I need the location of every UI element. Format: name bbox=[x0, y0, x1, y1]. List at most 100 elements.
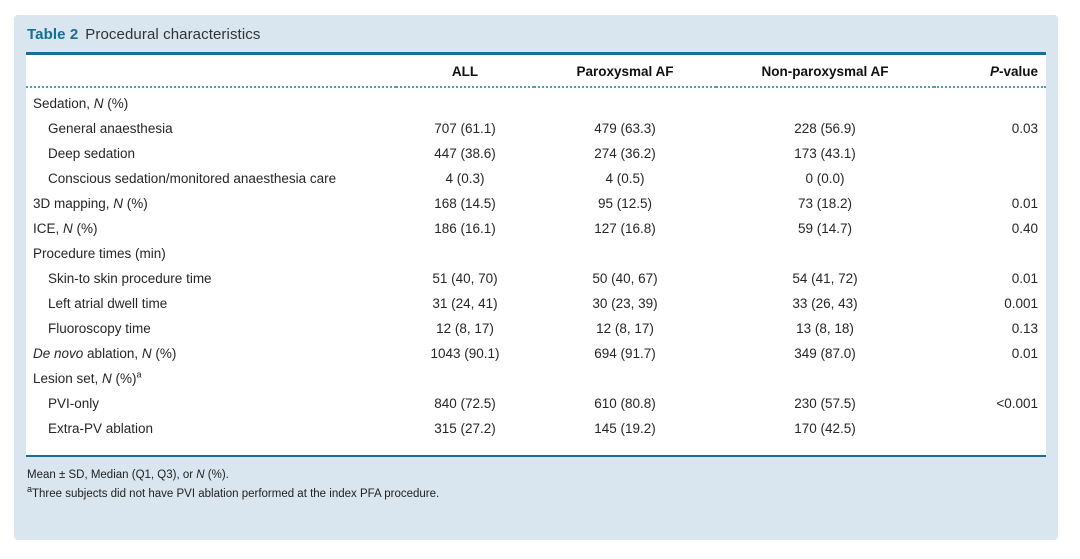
cell-paroxysmal-af: 127 (16.8) bbox=[594, 221, 656, 236]
cell-paroxysmal-af: 694 (91.7) bbox=[594, 346, 656, 361]
cell-all: 4 (0.3) bbox=[445, 171, 485, 186]
row-label: Sedation, N (%) bbox=[33, 96, 129, 111]
table-row: Conscious sedation/monitored anaesthesia… bbox=[26, 166, 1046, 191]
footnotes: Mean ± SD, Median (Q1, Q3), or N (%). aTh… bbox=[14, 457, 1058, 504]
procedural-characteristics-table: ALL Paroxysmal AF Non-paroxysmal AF P-va… bbox=[26, 55, 1046, 441]
cell-non-paroxysmal-af bbox=[716, 241, 934, 266]
cell-p-value: 0.01 bbox=[1011, 196, 1038, 211]
row-label: Conscious sedation/monitored anaesthesia… bbox=[48, 171, 337, 186]
cell-p-value bbox=[934, 87, 1046, 116]
cell-all: 31 (24, 41) bbox=[432, 296, 498, 311]
cell-non-paroxysmal-af: 73 (18.2) bbox=[797, 196, 853, 211]
table-number: Table 2 bbox=[27, 26, 79, 43]
cell-p-value bbox=[934, 366, 1046, 391]
cell-p-value: 0.03 bbox=[1011, 121, 1038, 136]
table-row: General anaesthesia 707 (61.1) 479 (63.3) 2… bbox=[26, 116, 1046, 141]
cell-paroxysmal-af: 30 (23, 39) bbox=[592, 296, 658, 311]
table-row: Extra-PV ablation 315 (27.2) 145 (19.2) 170… bbox=[26, 416, 1046, 441]
row-label: Procedure times (min) bbox=[33, 246, 166, 261]
cell-paroxysmal-af: 479 (63.3) bbox=[594, 121, 656, 136]
cell-non-paroxysmal-af: 13 (8, 18) bbox=[796, 321, 854, 336]
cell-paroxysmal-af: 610 (80.8) bbox=[594, 396, 656, 411]
table-row: Deep sedation 447 (38.6) 274 (36.2) 173 (43… bbox=[26, 141, 1046, 166]
cell-all: 12 (8, 17) bbox=[436, 321, 494, 336]
row-label: PVI-only bbox=[48, 396, 100, 411]
row-label: General anaesthesia bbox=[48, 121, 173, 136]
column-header-empty bbox=[26, 55, 396, 88]
column-header-all: ALL bbox=[396, 55, 534, 88]
cell-non-paroxysmal-af: 59 (14.7) bbox=[797, 221, 853, 236]
cell-p-value: 0.13 bbox=[1011, 321, 1038, 336]
header-row: ALL Paroxysmal AF Non-paroxysmal AF P-va… bbox=[26, 55, 1046, 88]
cell-non-paroxysmal-af: 228 (56.9) bbox=[794, 121, 856, 136]
cell-p-value bbox=[934, 416, 1046, 441]
cell-all bbox=[396, 241, 534, 266]
cell-non-paroxysmal-af bbox=[716, 366, 934, 391]
cell-paroxysmal-af: 50 (40, 67) bbox=[592, 271, 658, 286]
cell-p-value bbox=[934, 166, 1046, 191]
cell-non-paroxysmal-af: 173 (43.1) bbox=[794, 146, 856, 161]
cell-p-value: <0.001 bbox=[996, 396, 1038, 411]
cell-p-value: 0.001 bbox=[1004, 296, 1038, 311]
row-label: 3D mapping, N (%) bbox=[33, 196, 148, 211]
row-label: Fluoroscopy time bbox=[48, 321, 151, 336]
row-label: ICE, N (%) bbox=[33, 221, 98, 236]
cell-all: 186 (16.1) bbox=[434, 221, 496, 236]
table-body-panel: ALL Paroxysmal AF Non-paroxysmal AF P-va… bbox=[26, 52, 1046, 457]
table-row: Lesion set, N (%)a bbox=[26, 366, 1046, 391]
cell-paroxysmal-af: 145 (19.2) bbox=[594, 421, 656, 436]
table-row: Procedure times (min) bbox=[26, 241, 1046, 266]
cell-non-paroxysmal-af bbox=[716, 87, 934, 116]
cell-p-value: 0.40 bbox=[1011, 221, 1038, 236]
cell-p-value: 0.01 bbox=[1011, 271, 1038, 286]
table-row: PVI-only 840 (72.5) 610 (80.8) 230 (57.5) <0… bbox=[26, 391, 1046, 416]
cell-all bbox=[396, 366, 534, 391]
row-label: Skin-to skin procedure time bbox=[48, 271, 212, 286]
cell-paroxysmal-af: 4 (0.5) bbox=[605, 171, 645, 186]
cell-all: 51 (40, 70) bbox=[432, 271, 498, 286]
table-title: Table 2 Procedural characteristics bbox=[14, 15, 1058, 52]
table-row: Skin-to skin procedure time 51 (40, 70) 50… bbox=[26, 266, 1046, 291]
cell-paroxysmal-af: 12 (8, 17) bbox=[596, 321, 654, 336]
footnote: aThree subjects did not have PVI ablatio… bbox=[27, 484, 440, 500]
cell-all: 1043 (90.1) bbox=[430, 346, 500, 361]
column-header-p-value: P-value bbox=[934, 55, 1046, 88]
cell-p-value bbox=[934, 141, 1046, 166]
cell-all: 315 (27.2) bbox=[434, 421, 496, 436]
table-row: Fluoroscopy time 12 (8, 17) 12 (8, 17) 13 (… bbox=[26, 316, 1046, 341]
cell-paroxysmal-af bbox=[534, 241, 716, 266]
column-header-non-paroxysmal-af: Non-paroxysmal AF bbox=[716, 55, 934, 88]
cell-non-paroxysmal-af: 349 (87.0) bbox=[794, 346, 856, 361]
cell-paroxysmal-af: 95 (12.5) bbox=[597, 196, 653, 211]
row-label: Lesion set, N (%)a bbox=[33, 369, 142, 386]
cell-non-paroxysmal-af: 54 (41, 72) bbox=[792, 271, 858, 286]
cell-p-value bbox=[934, 241, 1046, 266]
cell-all: 168 (14.5) bbox=[434, 196, 496, 211]
cell-non-paroxysmal-af: 170 (42.5) bbox=[794, 421, 856, 436]
table-row: ICE, N (%) 186 (16.1) 127 (16.8) 59 (14.7) 0… bbox=[26, 216, 1046, 241]
cell-non-paroxysmal-af: 230 (57.5) bbox=[794, 396, 856, 411]
row-label: Left atrial dwell time bbox=[48, 296, 168, 311]
cell-paroxysmal-af bbox=[534, 87, 716, 116]
cell-paroxysmal-af bbox=[534, 366, 716, 391]
column-header-paroxysmal-af: Paroxysmal AF bbox=[534, 55, 716, 88]
cell-non-paroxysmal-af: 33 (26, 43) bbox=[792, 296, 858, 311]
table-row: Sedation, N (%) bbox=[26, 87, 1046, 116]
table-row: 3D mapping, N (%) 168 (14.5) 95 (12.5) 73 (… bbox=[26, 191, 1046, 216]
footnote: Mean ± SD, Median (Q1, Q3), or N (%). bbox=[27, 469, 229, 481]
table-body: Sedation, N (%) General anaesthesia 707 (6… bbox=[26, 87, 1046, 441]
cell-paroxysmal-af: 274 (36.2) bbox=[594, 146, 656, 161]
table-card: Table 2 Procedural characteristics ALL Pa… bbox=[14, 15, 1058, 540]
cell-all: 840 (72.5) bbox=[434, 396, 496, 411]
cell-non-paroxysmal-af: 0 (0.0) bbox=[805, 171, 845, 186]
row-label: De novo ablation, N (%) bbox=[33, 346, 177, 361]
table-row: De novo ablation, N (%) 1043 (90.1) 694 (9… bbox=[26, 341, 1046, 366]
row-label: Extra-PV ablation bbox=[48, 421, 154, 436]
table-row: Left atrial dwell time 31 (24, 41) 30 (23,… bbox=[26, 291, 1046, 316]
cell-all: 707 (61.1) bbox=[434, 121, 496, 136]
row-label: Deep sedation bbox=[48, 146, 136, 161]
table-caption: Procedural characteristics bbox=[85, 26, 261, 43]
cell-p-value: 0.01 bbox=[1011, 346, 1038, 361]
cell-all: 447 (38.6) bbox=[434, 146, 496, 161]
